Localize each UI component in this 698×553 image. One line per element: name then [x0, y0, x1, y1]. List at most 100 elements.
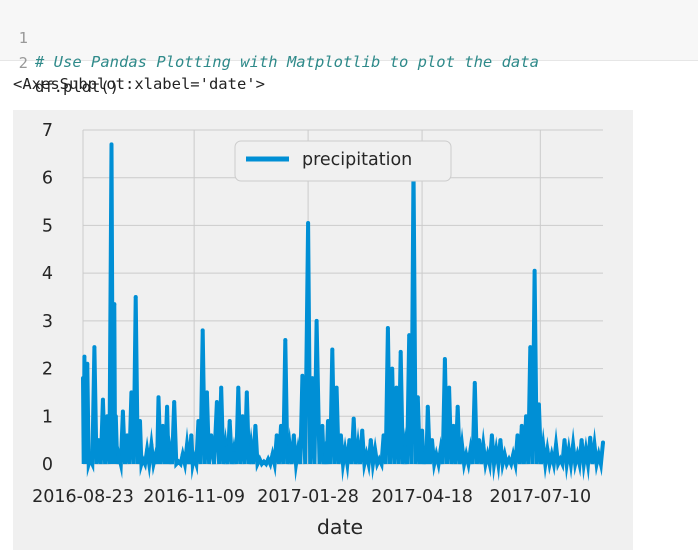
data-point	[105, 414, 110, 419]
data-point	[368, 438, 373, 443]
data-point	[562, 438, 567, 443]
data-point	[227, 419, 232, 424]
data-point	[88, 457, 93, 462]
data-point	[373, 447, 378, 452]
x-tick-labels: 2016-08-23 2016-11-09 2017-01-28 2017-04-18…	[32, 487, 591, 507]
data-point	[468, 447, 473, 452]
data-point	[347, 438, 352, 443]
output-repr-text: <AxesSubplot:xlabel='date'>	[13, 75, 265, 93]
data-point	[377, 457, 382, 462]
y-tick-label: 7	[42, 121, 53, 141]
data-point	[257, 457, 262, 462]
data-point	[296, 447, 301, 452]
y-tick-label: 5	[42, 216, 53, 236]
data-point	[596, 452, 601, 457]
y-tick-label: 4	[42, 264, 53, 284]
data-point	[485, 452, 490, 457]
data-point	[165, 404, 170, 409]
data-point	[398, 349, 403, 354]
data-point	[502, 452, 507, 457]
data-point	[149, 442, 154, 447]
x-tick-label: 2017-07-10	[489, 487, 591, 507]
data-point	[92, 345, 97, 350]
data-point	[200, 328, 205, 333]
data-point	[477, 438, 482, 443]
code-line-1[interactable]: 1 # Use Pandas Plotting with Matplotlib …	[0, 2, 539, 71]
data-point	[244, 390, 249, 395]
data-point	[394, 385, 399, 390]
code-statement[interactable]: df.plot()	[35, 78, 119, 96]
data-point	[390, 366, 395, 371]
data-point	[434, 452, 439, 457]
data-point	[558, 457, 563, 462]
x-tick-label: 2017-04-18	[371, 487, 473, 507]
data-point	[176, 459, 181, 464]
data-point	[323, 452, 328, 457]
data-point	[266, 457, 271, 462]
data-point	[330, 347, 335, 352]
data-point	[172, 399, 177, 404]
data-point	[287, 442, 292, 447]
data-point	[579, 438, 584, 443]
data-point	[160, 423, 165, 428]
code-cell[interactable]: 1 # Use Pandas Plotting with Matplotlib …	[0, 0, 698, 96]
data-point	[334, 385, 339, 390]
data-point	[459, 442, 464, 447]
data-point	[116, 452, 121, 457]
data-point	[310, 376, 315, 381]
data-point	[442, 357, 447, 362]
data-point	[420, 428, 425, 433]
data-point	[109, 142, 114, 147]
data-point	[532, 268, 537, 273]
data-point	[283, 337, 288, 342]
data-point	[541, 442, 546, 447]
x-tick-label: 2016-11-09	[143, 487, 245, 507]
data-point	[249, 442, 254, 447]
y-tick-label: 0	[42, 455, 53, 475]
data-point	[314, 318, 319, 323]
data-point	[338, 433, 343, 438]
data-point	[223, 442, 228, 447]
line-number: 1	[18, 29, 28, 47]
data-point	[120, 409, 125, 414]
code-line-2[interactable]: 2 df.plot()	[0, 27, 119, 96]
data-point	[425, 404, 430, 409]
data-point	[553, 442, 558, 447]
data-point	[209, 433, 214, 438]
data-point	[489, 433, 494, 438]
data-point	[236, 385, 241, 390]
y-tick-labels: 0 1 2 3 4 5 6 7	[42, 121, 53, 475]
data-point	[300, 373, 305, 378]
data-point	[481, 442, 486, 447]
data-point	[422, 447, 427, 452]
data-point	[451, 423, 456, 428]
data-point	[355, 442, 360, 447]
data-point	[261, 459, 266, 464]
data-point	[140, 457, 145, 462]
x-axis-label: date	[317, 515, 363, 539]
data-point	[415, 395, 420, 400]
data-point	[385, 326, 390, 331]
data-point	[402, 442, 407, 447]
x-tick-label: 2016-08-23	[32, 487, 134, 507]
data-point	[145, 447, 150, 452]
data-point	[112, 302, 117, 307]
data-point	[82, 354, 87, 359]
data-point	[430, 438, 435, 443]
code-comment[interactable]: # Use Pandas Plotting with Matplotlib to…	[35, 53, 539, 71]
data-point	[125, 433, 130, 438]
data-point	[232, 447, 237, 452]
data-point	[588, 435, 593, 440]
data-point	[571, 442, 576, 447]
data-point	[113, 414, 118, 419]
data-point	[153, 452, 158, 457]
data-point	[519, 423, 524, 428]
data-point	[96, 438, 101, 443]
data-point	[364, 452, 369, 457]
data-point	[601, 440, 605, 445]
data-point	[326, 419, 331, 424]
line-number: 2	[18, 54, 28, 72]
data-point	[549, 452, 554, 457]
data-point	[133, 295, 138, 299]
data-point	[407, 333, 412, 338]
